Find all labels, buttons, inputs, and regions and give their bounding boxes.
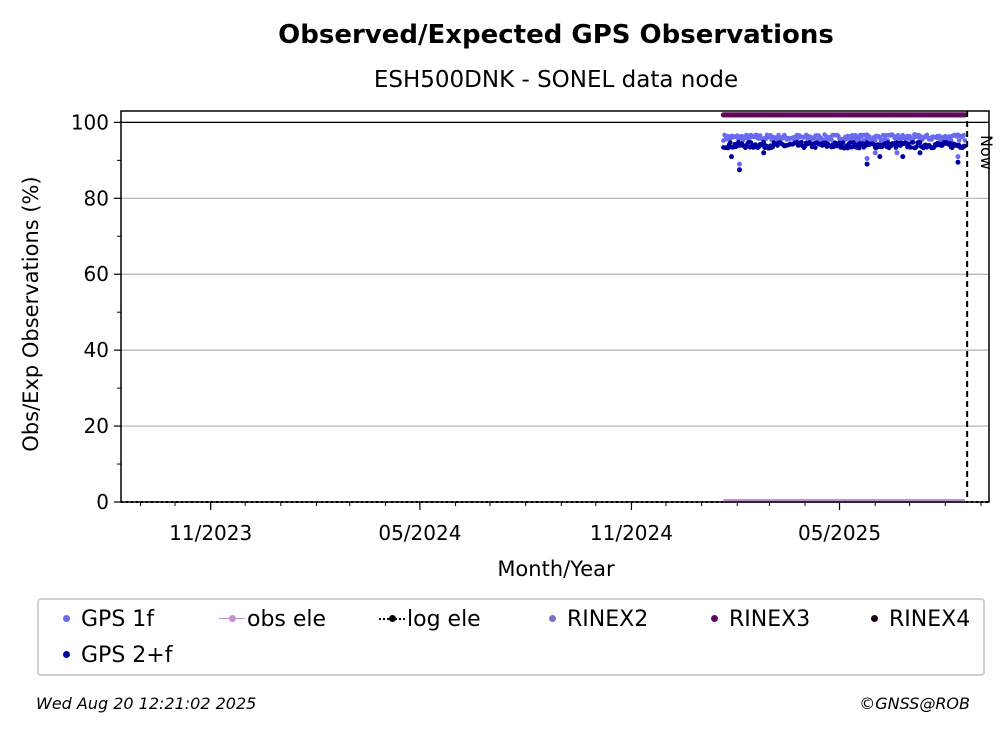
series-gps-1f-point: [910, 136, 916, 141]
y-tick-label: 80: [84, 186, 109, 210]
legend-marker-obs-ele: [219, 609, 245, 629]
x-tick-label: 11/2024: [590, 521, 673, 545]
series-gps-1f-outlier: [894, 150, 900, 156]
series-gps-2-f-point: [761, 139, 766, 145]
series-gps-2-f-outlier: [955, 159, 961, 165]
y-tick-label: 60: [84, 262, 109, 286]
series-gps-1f-point: [962, 138, 968, 143]
series-gps-2-f-point: [813, 145, 818, 150]
legend-label: GPS 2+f: [81, 642, 173, 668]
series-gps-2-f-point: [949, 145, 955, 151]
series-gps-2-f-point: [908, 145, 914, 150]
series-gps-2-f-point: [906, 141, 911, 147]
series-gps-2-f-point: [728, 140, 733, 145]
legend-item-rinex4: RINEX4: [861, 605, 970, 633]
series-gps-2-f-point: [914, 144, 919, 149]
series-gps-2-f-outlier: [761, 150, 767, 156]
series-gps-1f-outlier: [955, 154, 961, 160]
x-tick-label: 11/2023: [169, 521, 252, 545]
series-gps-2-f-point: [847, 140, 853, 145]
series-gps-2-f-point: [947, 141, 953, 146]
chart-title: Observed/Expected GPS Observations: [278, 20, 834, 50]
y-axis-label: Obs/Exp Observations (%): [19, 176, 43, 451]
series-gps-2-f-outlier: [864, 161, 870, 167]
legend-item-log-ele: log ele: [379, 605, 481, 633]
series-gps-1f-point: [956, 138, 962, 143]
x-axis-label: Month/Year: [497, 557, 615, 581]
axes: 0 20 40 60 80 100 11/2023 05/2024 11/2024 05/2025: [71, 110, 982, 545]
series-gps-2-f-point: [770, 144, 776, 150]
y-tick-label: 100: [71, 110, 109, 134]
legend-marker-log-ele: [379, 609, 405, 629]
series-gps-2-f-point: [910, 140, 916, 145]
plot-frame: [120, 110, 990, 503]
now-label: Now: [977, 135, 996, 170]
series-gps-1f-outlier: [872, 150, 878, 156]
series-gps-2-f-outlier: [729, 154, 734, 160]
series-gps-1f-point: [768, 133, 773, 138]
y-tick-label: 20: [84, 414, 109, 438]
footer-timestamp: Wed Aug 20 12:21:02 2025: [36, 694, 257, 713]
series-gps-1f-point: [872, 138, 878, 143]
series-gps-2-f-outlier: [737, 167, 742, 173]
series-gps-2-f-point: [962, 143, 968, 149]
legend: GPS 1f obs ele log ele RINEX2 RINEX3 RIN…: [37, 598, 985, 676]
legend-marker-gps-2f: [53, 645, 79, 665]
series-gps-2-f-outlier: [917, 150, 923, 156]
series-gps-2-f-outlier: [900, 154, 906, 160]
legend-marker-rinex3: [701, 609, 727, 629]
legend-item-obs-ele: obs ele: [219, 605, 326, 633]
footer-credit: ©GNSS@ROB: [859, 694, 970, 713]
legend-item-gps-2f: GPS 2+f: [53, 641, 172, 669]
legend-label: GPS 1f: [81, 606, 155, 632]
legend-item-rinex2: RINEX2: [539, 605, 648, 633]
series-gps-1f-point: [829, 137, 834, 143]
series-gps-2-f-point: [917, 140, 923, 145]
y-tick-label: 40: [84, 338, 109, 362]
data-points: Now: [121, 111, 996, 503]
legend-item-rinex3: RINEX3: [701, 605, 810, 633]
chart-subtitle: ESH500DNK - SONEL data node: [374, 67, 738, 93]
grid-lines: [121, 121, 989, 503]
legend-label: log ele: [407, 606, 481, 632]
series-gps-1f-outlier: [737, 161, 742, 167]
series-gps-2-f-point: [725, 145, 731, 151]
series-gps-2-f-point: [808, 141, 814, 146]
series-gps-2-f-outlier: [877, 154, 883, 160]
legend-item-gps-1f: GPS 1f: [53, 605, 154, 633]
series-gps-2-f-point: [856, 145, 862, 151]
series-gps-2-f-point: [837, 140, 842, 146]
x-tick-label: 05/2024: [378, 521, 461, 545]
legend-label: RINEX2: [567, 606, 649, 632]
legend-label: RINEX3: [729, 606, 811, 632]
series-gps-1f-point: [776, 132, 781, 138]
legend-marker-gps-1f: [53, 609, 79, 629]
series-gps-1f-point: [961, 132, 966, 138]
x-tick-label: 05/2025: [798, 521, 881, 545]
legend-label: obs ele: [247, 606, 327, 632]
legend-marker-rinex2: [539, 609, 565, 629]
legend-label: RINEX4: [889, 606, 971, 632]
series-gps-2-f-point: [744, 144, 749, 150]
y-tick-label: 0: [96, 490, 109, 514]
series-gps-2-f-point: [840, 140, 846, 145]
series-gps-1f-outlier: [864, 156, 870, 161]
legend-marker-rinex4: [861, 609, 887, 629]
series-gps-2-f-point: [799, 140, 804, 145]
